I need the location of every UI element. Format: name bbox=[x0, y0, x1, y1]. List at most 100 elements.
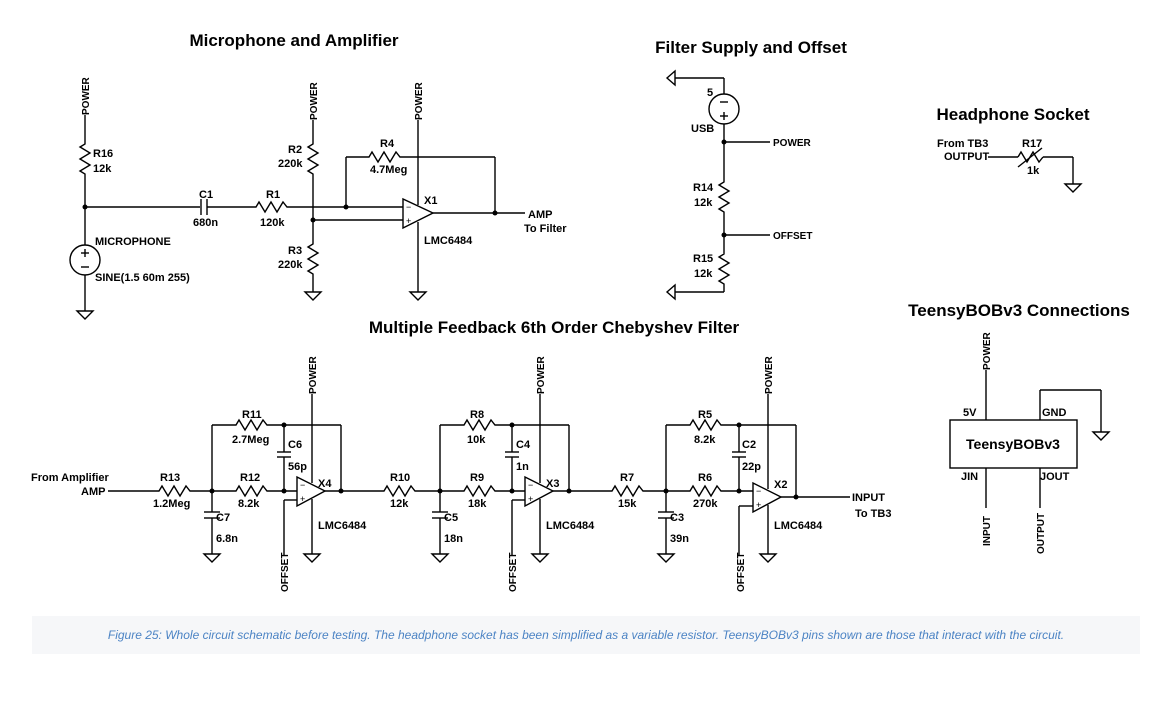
microphone-source-value: SINE(1.5 60m 255) bbox=[95, 272, 190, 284]
svg-text:4.7Meg: 4.7Meg bbox=[370, 164, 407, 176]
opamp-x1 bbox=[402, 197, 435, 230]
svg-text:R12: R12 bbox=[240, 472, 260, 484]
mic-amp-section: −+ bbox=[69, 115, 525, 320]
svg-text:R5: R5 bbox=[698, 409, 712, 421]
resistor-r7 bbox=[608, 484, 646, 498]
svg-text:OFFSET: OFFSET bbox=[736, 553, 747, 592]
ground-icon bbox=[656, 553, 676, 563]
svg-text:56p: 56p bbox=[288, 461, 307, 473]
svg-text:POWER: POWER bbox=[536, 355, 547, 394]
opamp-x3 bbox=[524, 475, 555, 508]
svg-text:JOUT: JOUT bbox=[1040, 471, 1070, 483]
ground-icon bbox=[302, 553, 322, 563]
svg-text:POWER: POWER bbox=[414, 81, 425, 120]
svg-text:INPUT: INPUT bbox=[982, 516, 993, 546]
svg-text:To Filter: To Filter bbox=[524, 223, 567, 235]
svg-text:2.7Meg: 2.7Meg bbox=[232, 434, 269, 446]
svg-text:1.2Meg: 1.2Meg bbox=[153, 498, 190, 510]
svg-text:R14: R14 bbox=[693, 182, 714, 194]
svg-text:1n: 1n bbox=[516, 461, 529, 473]
resistor-r2 bbox=[306, 140, 320, 180]
svg-text:X2: X2 bbox=[774, 479, 787, 491]
svg-text:120k: 120k bbox=[260, 217, 285, 229]
svg-text:R17: R17 bbox=[1022, 138, 1042, 150]
svg-text:R16: R16 bbox=[93, 148, 113, 160]
title-chebyshev-filter: Multiple Feedback 6th Order Chebyshev Fi… bbox=[369, 318, 740, 337]
svg-text:C3: C3 bbox=[670, 512, 684, 524]
svg-text:+: + bbox=[406, 216, 411, 226]
svg-text:X3: X3 bbox=[546, 478, 559, 490]
svg-text:R7: R7 bbox=[620, 472, 634, 484]
resistor-r8 bbox=[460, 418, 498, 432]
svg-text:270k: 270k bbox=[693, 498, 718, 510]
offset-net-label: OFFSET bbox=[773, 231, 812, 242]
microphone-label: MICROPHONE bbox=[95, 236, 171, 248]
resistor-r15 bbox=[717, 250, 731, 292]
svg-text:−: − bbox=[756, 486, 761, 496]
title-teensy-connections: TeensyBOBv3 Connections bbox=[908, 301, 1130, 320]
svg-text:LMC6484: LMC6484 bbox=[318, 520, 367, 532]
svg-text:LMC6484: LMC6484 bbox=[546, 520, 595, 532]
resistor-r12 bbox=[232, 484, 270, 498]
svg-text:R2: R2 bbox=[288, 144, 302, 156]
svg-text:12k: 12k bbox=[694, 268, 713, 280]
svg-text:R3: R3 bbox=[288, 245, 302, 257]
svg-text:−: − bbox=[406, 202, 411, 212]
svg-text:To TB3: To TB3 bbox=[855, 508, 891, 520]
svg-text:1k: 1k bbox=[1027, 165, 1040, 177]
resistor-r11 bbox=[232, 418, 270, 432]
resistor-r16 bbox=[78, 140, 92, 180]
resistor-r4 bbox=[365, 150, 403, 164]
resistor-r14 bbox=[717, 178, 731, 216]
svg-text:18k: 18k bbox=[468, 498, 487, 510]
svg-text:OUTPUT: OUTPUT bbox=[1036, 513, 1047, 554]
svg-text:OFFSET: OFFSET bbox=[280, 553, 291, 592]
resistor-r5 bbox=[686, 418, 724, 432]
svg-text:C1: C1 bbox=[199, 189, 213, 201]
svg-text:OFFSET: OFFSET bbox=[508, 553, 519, 592]
svg-text:LMC6484: LMC6484 bbox=[424, 235, 473, 247]
svg-text:39n: 39n bbox=[670, 533, 689, 545]
svg-text:8.2k: 8.2k bbox=[238, 498, 260, 510]
ground-icon bbox=[202, 553, 222, 563]
svg-text:POWER: POWER bbox=[309, 81, 320, 120]
title-microphone-amplifier: Microphone and Amplifier bbox=[189, 31, 398, 50]
svg-text:POWER: POWER bbox=[764, 355, 775, 394]
svg-text:−: − bbox=[528, 480, 533, 490]
opamp-x4 bbox=[296, 475, 327, 508]
resistor-r9 bbox=[460, 484, 498, 498]
resistor-r10 bbox=[380, 484, 418, 498]
svg-text:C4: C4 bbox=[516, 439, 531, 451]
svg-text:+: + bbox=[756, 500, 761, 510]
svg-text:220k: 220k bbox=[278, 158, 303, 170]
svg-text:+: + bbox=[300, 494, 305, 504]
svg-text:22p: 22p bbox=[742, 461, 761, 473]
svg-text:X4: X4 bbox=[318, 478, 332, 490]
svg-text:C7: C7 bbox=[216, 512, 230, 524]
resistor-r3 bbox=[306, 240, 320, 280]
svg-text:R10: R10 bbox=[390, 472, 410, 484]
ground-icon bbox=[430, 553, 450, 563]
svg-text:10k: 10k bbox=[467, 434, 486, 446]
title-filter-supply: Filter Supply and Offset bbox=[655, 38, 847, 57]
svg-text:12k: 12k bbox=[694, 197, 713, 209]
svg-text:POWER: POWER bbox=[982, 331, 993, 370]
svg-text:12k: 12k bbox=[93, 163, 112, 175]
svg-text:18n: 18n bbox=[444, 533, 463, 545]
svg-text:12k: 12k bbox=[390, 498, 409, 510]
ground-icon bbox=[665, 283, 676, 301]
svg-text:R13: R13 bbox=[160, 472, 180, 484]
resistor-r1 bbox=[252, 200, 290, 214]
amp-output-label: AMP bbox=[528, 209, 552, 221]
figure-caption: Figure 25: Whole circuit schematic befor… bbox=[32, 616, 1140, 654]
headphone-section bbox=[988, 147, 1083, 193]
svg-text:C5: C5 bbox=[444, 512, 458, 524]
teensybob-label: TeensyBOBv3 bbox=[966, 436, 1060, 452]
svg-text:R11: R11 bbox=[242, 409, 262, 421]
filter-input-label: From Amplifier bbox=[31, 472, 110, 484]
ground-icon bbox=[758, 553, 778, 563]
svg-text:680n: 680n bbox=[193, 217, 218, 229]
svg-text:R8: R8 bbox=[470, 409, 484, 421]
power-net-label: POWER bbox=[773, 138, 812, 149]
